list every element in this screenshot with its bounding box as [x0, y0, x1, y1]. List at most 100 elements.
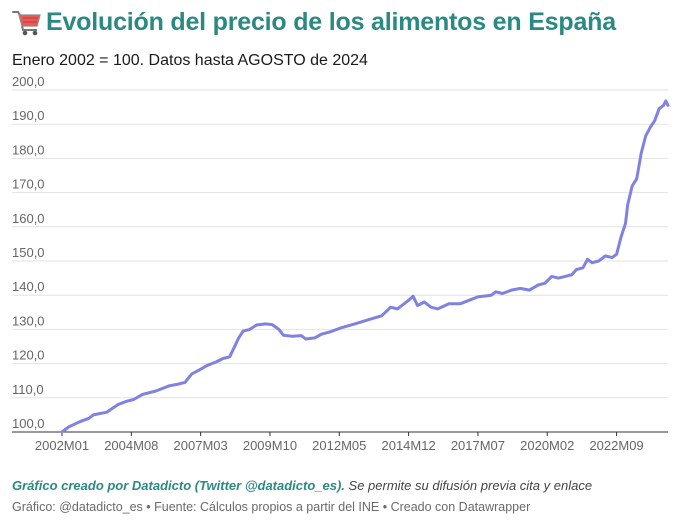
- series-line: [60, 99, 670, 434]
- data-point: [430, 306, 432, 309]
- data-point: [667, 104, 669, 107]
- data-point: [380, 314, 383, 317]
- y-tick-label: 190,0: [12, 108, 45, 123]
- data-point: [277, 328, 280, 331]
- y-tick-label: 180,0: [12, 142, 45, 157]
- data-point: [660, 106, 663, 109]
- data-point: [105, 411, 108, 414]
- data-point: [67, 425, 70, 428]
- data-point: [304, 338, 307, 340]
- data-point: [586, 258, 589, 261]
- data-point: [340, 326, 343, 329]
- data-point: [222, 357, 224, 360]
- data-point: [582, 266, 584, 269]
- x-tick-label: 2020M02: [520, 438, 574, 452]
- x-tick-label: 2017M07: [451, 438, 505, 452]
- x-tick-label: 2012M05: [312, 438, 366, 452]
- data-point: [640, 152, 643, 155]
- data-point: [575, 268, 578, 271]
- data-point: [320, 333, 323, 336]
- x-tick-label: 2007M03: [174, 438, 228, 452]
- data-point: [141, 393, 144, 396]
- data-point: [237, 336, 240, 339]
- data-point: [494, 290, 497, 293]
- data-point: [228, 355, 231, 358]
- data-point: [544, 282, 546, 285]
- data-point: [557, 277, 560, 280]
- data-point: [168, 384, 171, 387]
- x-tick-label: 2009M10: [243, 438, 297, 452]
- data-point: [570, 273, 573, 276]
- data-point: [125, 400, 128, 403]
- data-point: [564, 275, 567, 278]
- x-tick-label: 2014M12: [381, 438, 435, 452]
- data-point: [87, 417, 90, 420]
- data-point: [369, 318, 372, 321]
- data-point: [662, 104, 665, 107]
- data-point: [264, 322, 267, 325]
- data-point: [423, 301, 426, 303]
- data-point: [416, 304, 419, 307]
- data-point: [604, 254, 607, 257]
- y-tick-label: 200,0: [12, 74, 45, 89]
- data-point: [459, 302, 461, 305]
- data-point: [154, 390, 157, 392]
- data-point: [631, 184, 634, 187]
- data-point: [313, 336, 316, 339]
- data-point: [242, 330, 245, 333]
- line-chart: 100,0 110,0 120,0 130,0 140,0 150,0 160,0 170,0…: [12, 74, 670, 452]
- grid: [12, 89, 668, 433]
- data-point: [447, 302, 450, 305]
- data-point: [197, 369, 200, 372]
- credit-note: Se permite su difusión previa cita y enl…: [344, 478, 593, 493]
- data-point: [528, 289, 531, 292]
- x-tick-label: 2022M09: [589, 438, 643, 452]
- data-point: [611, 256, 614, 259]
- data-point: [635, 177, 638, 180]
- data-point: [664, 99, 667, 102]
- data-point: [190, 372, 193, 375]
- data-point: [300, 334, 303, 337]
- chart-title: Evolución del precio de los alimentos en…: [46, 8, 616, 36]
- data-point: [206, 364, 209, 367]
- data-point: [407, 299, 410, 302]
- data-point: [490, 294, 493, 297]
- series-layer: [60, 99, 670, 434]
- y-tick-label: 150,0: [12, 245, 45, 260]
- data-point: [248, 328, 251, 331]
- data-point: [356, 322, 359, 325]
- data-point: [184, 381, 186, 384]
- shopping-cart-icon: [12, 9, 42, 37]
- data-point: [92, 413, 95, 416]
- data-point: [501, 292, 504, 295]
- x-tick-label: 2002M01: [35, 438, 89, 452]
- data-point: [476, 295, 479, 298]
- data-point: [658, 107, 661, 110]
- data-point: [597, 260, 600, 262]
- data-point: [282, 334, 285, 337]
- data-point: [436, 307, 439, 310]
- data-point: [389, 306, 392, 309]
- data-point: [510, 289, 513, 292]
- data-point: [537, 283, 540, 286]
- data-point: [615, 253, 618, 256]
- y-tick-label: 110,0: [12, 382, 44, 397]
- y-tick-label: 130,0: [12, 313, 45, 328]
- y-tick-label: 120,0: [12, 348, 45, 363]
- y-tick-label: 170,0: [12, 177, 45, 192]
- title-row: Evolución del precio de los alimentos en…: [12, 8, 616, 37]
- credit-line: Gráfico creado por Datadicto (Twitter @d…: [12, 478, 592, 493]
- data-point: [412, 295, 415, 298]
- data-point: [177, 383, 180, 386]
- data-point: [291, 335, 294, 338]
- data-point: [468, 299, 470, 302]
- data-point: [61, 431, 63, 433]
- data-point: [215, 360, 218, 363]
- data-point: [644, 135, 647, 138]
- data-point: [519, 287, 522, 290]
- data-point: [653, 119, 656, 122]
- data-point: [255, 324, 258, 326]
- x-axis-labels: 2002M01 2004M08 2007M03 2009M10 2012M05 2014M…: [35, 432, 644, 452]
- data-point: [132, 398, 135, 401]
- y-tick-label: 140,0: [12, 279, 45, 294]
